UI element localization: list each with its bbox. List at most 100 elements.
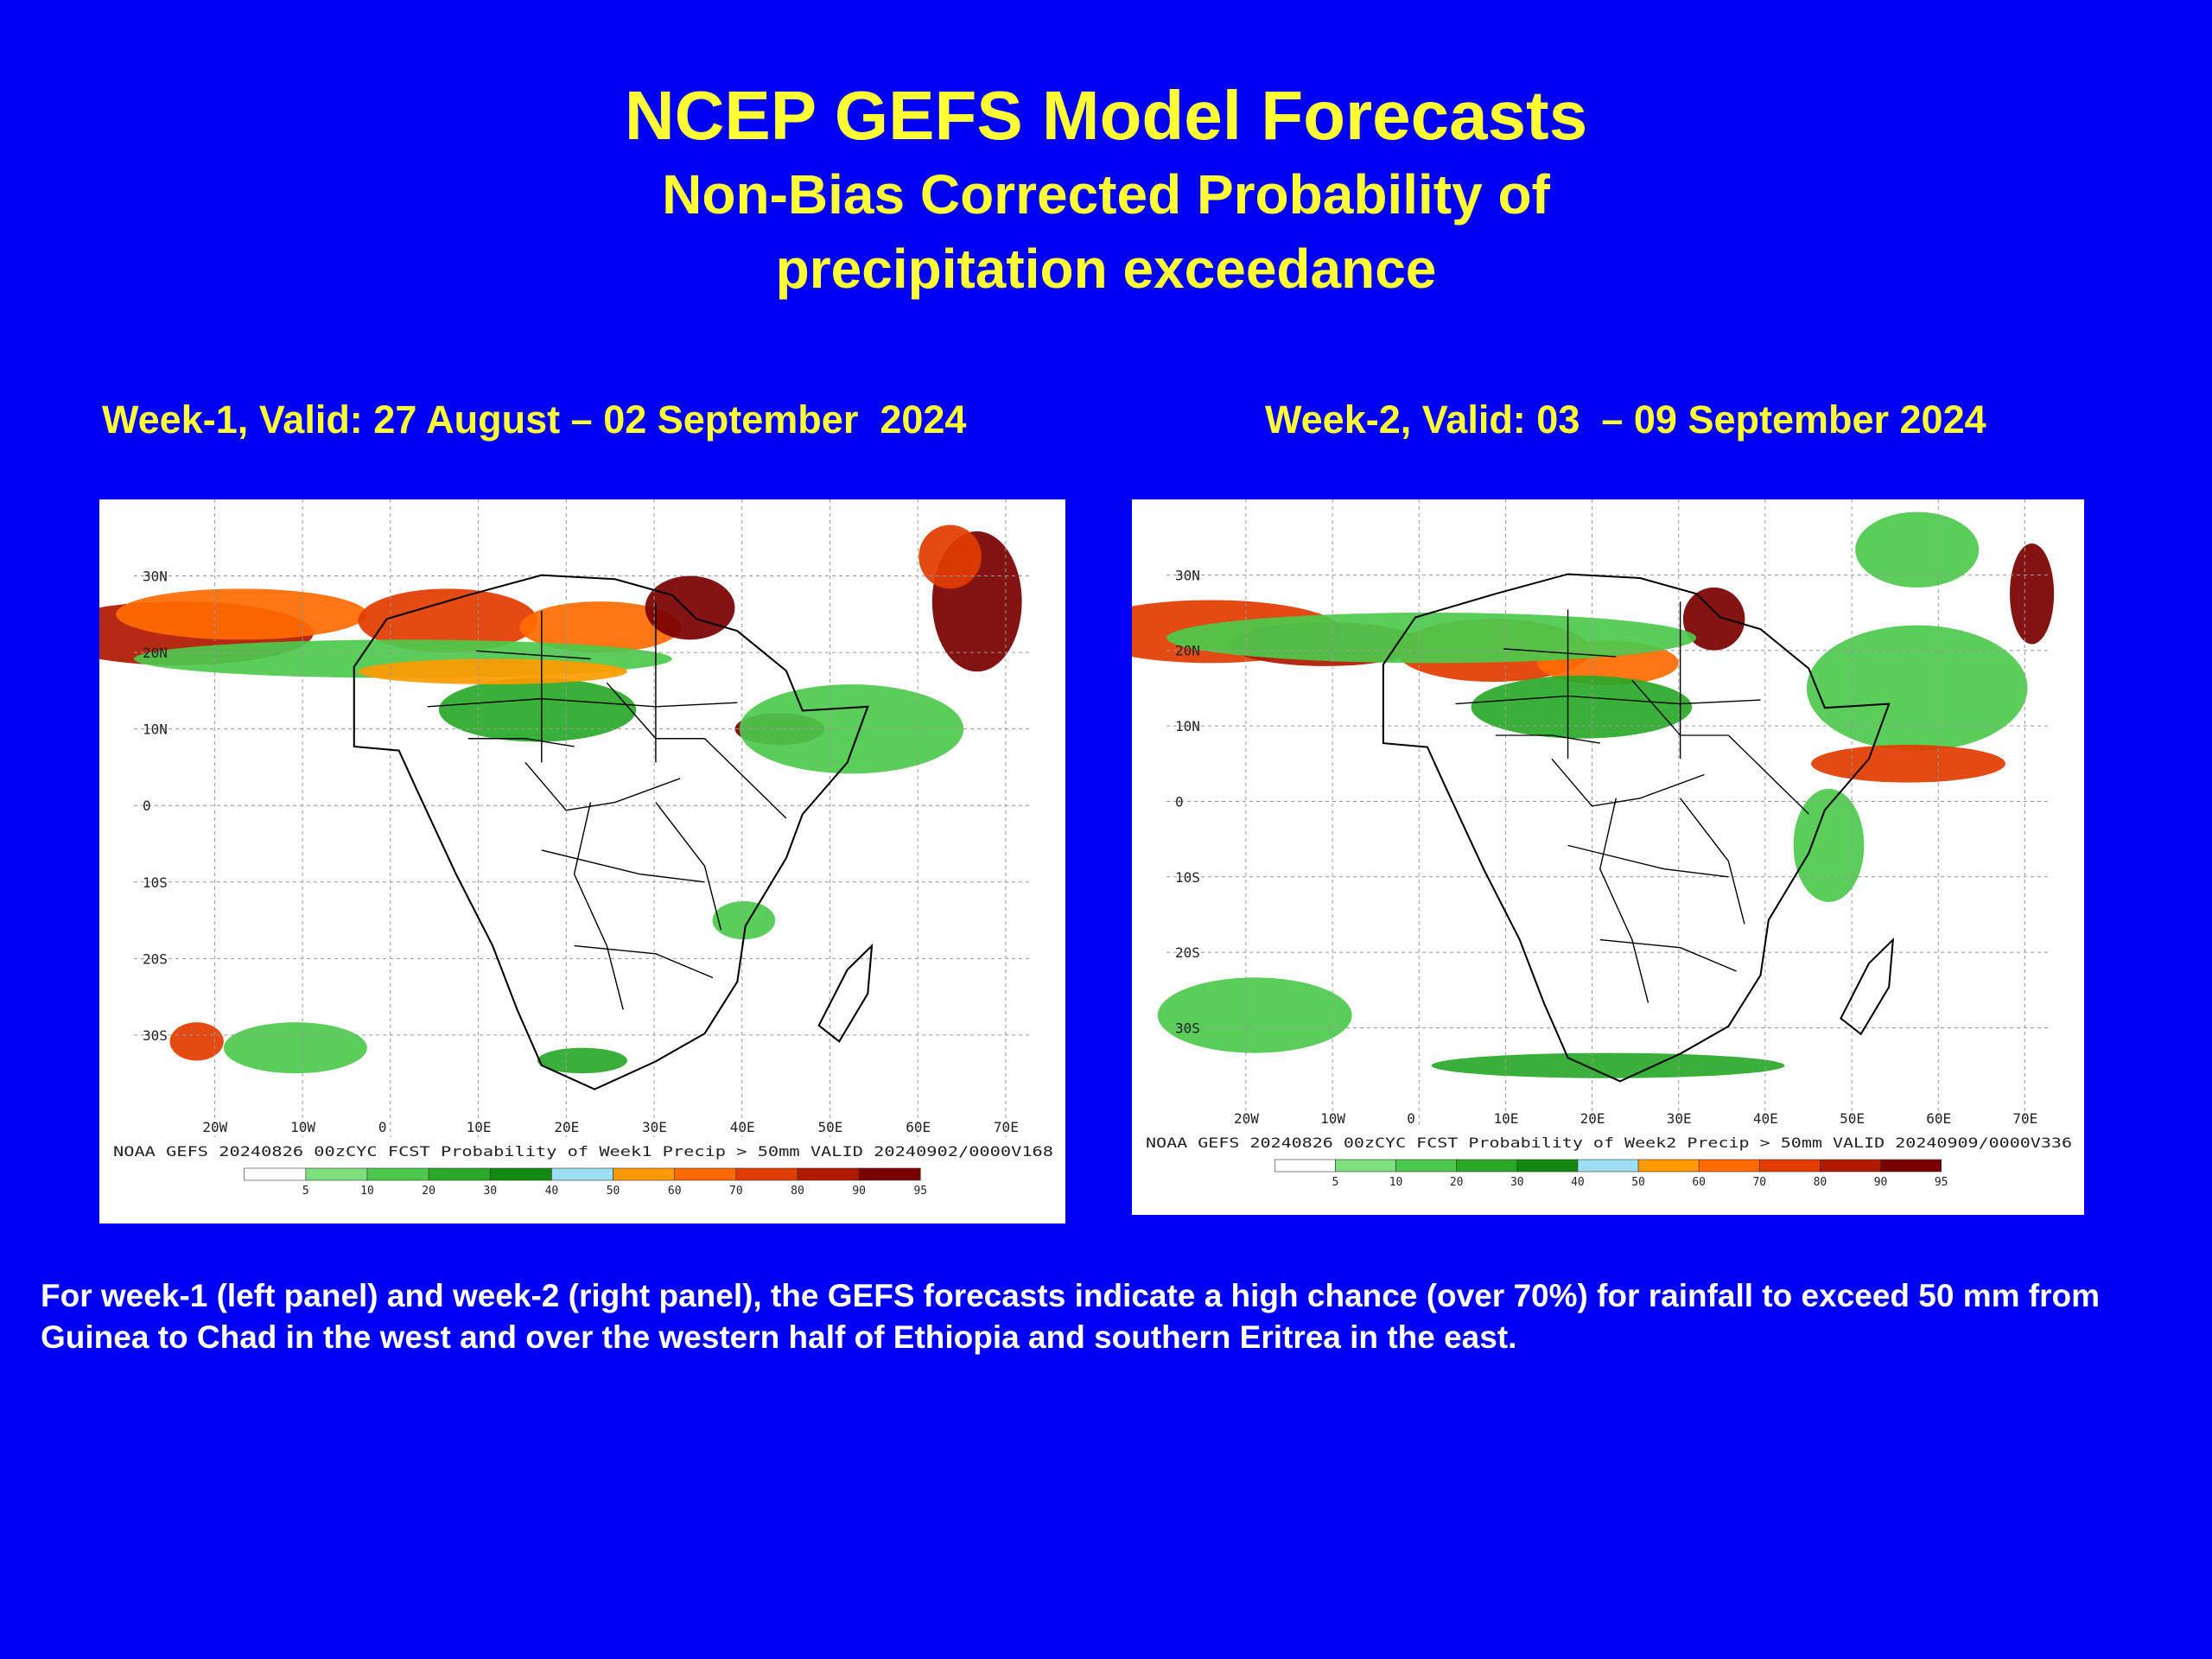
page-subtitle-line1: Non-Bias Corrected Probability of bbox=[662, 163, 1550, 226]
africa-outline bbox=[1382, 573, 1895, 1083]
graticule bbox=[134, 499, 1031, 1137]
lon-label: 10E bbox=[1493, 1110, 1518, 1127]
colorbar-swatch bbox=[1759, 1159, 1821, 1173]
week2-heading: Week-2, Valid: 03 – 09 September 2024 bbox=[1265, 397, 1986, 442]
colorbar-label: 90 bbox=[852, 1185, 866, 1198]
lon-label: 70E bbox=[2012, 1110, 2037, 1127]
colorbar-swatch bbox=[1880, 1159, 1942, 1173]
map-footer-text: NOAA GEFS 20240826 00zCYC FCST Probabili… bbox=[1146, 1135, 2072, 1151]
precip-blob-8 bbox=[1471, 675, 1693, 739]
lon-label: 20W bbox=[1234, 1110, 1259, 1127]
lat-label: 0 bbox=[1175, 793, 1184, 810]
colorbar-swatch bbox=[551, 1167, 613, 1181]
lat-label: 10N bbox=[143, 721, 168, 738]
colorbar-label: 60 bbox=[1692, 1176, 1706, 1189]
lon-label: 20W bbox=[202, 1119, 227, 1135]
colorbar-label: 80 bbox=[1814, 1176, 1827, 1189]
lon-label: 10W bbox=[290, 1119, 315, 1135]
colorbar-swatch bbox=[613, 1167, 676, 1181]
week1-map-panel: 30N 20N 10N 0 10S 20S 30S 20W 10W 0 10E 20E 30E 40E 50… bbox=[99, 499, 1065, 1224]
lat-label: 20N bbox=[1175, 643, 1200, 659]
colorbar-label: 20 bbox=[1450, 1176, 1464, 1189]
precip-blob-2 bbox=[358, 588, 538, 653]
colorbar-swatch bbox=[674, 1167, 737, 1181]
colorbar-swatch bbox=[1456, 1159, 1518, 1173]
precip-blob-3 bbox=[519, 601, 682, 653]
precip-probability-field bbox=[1132, 512, 2055, 1078]
page-subtitle-line2: precipitation exceedance bbox=[775, 238, 1437, 300]
colorbar-swatch bbox=[1637, 1159, 1700, 1173]
lat-label: 20N bbox=[143, 645, 168, 661]
lon-label: 20E bbox=[1580, 1110, 1605, 1127]
lat-label: 30S bbox=[1175, 1020, 1200, 1037]
week2-map-panel: 30N 20N 10N 0 10S 20S 30S 20W 10W 0 10E 20E 30E 40E 50… bbox=[1132, 499, 2084, 1215]
precip-blob-6 bbox=[1806, 625, 2028, 752]
precip-blob-7 bbox=[1811, 744, 2005, 783]
graticule bbox=[1166, 499, 2050, 1128]
lon-label: 40E bbox=[730, 1119, 755, 1135]
africa-outline bbox=[353, 574, 874, 1090]
colorbar-label: 40 bbox=[545, 1185, 559, 1198]
colorbar-swatch bbox=[244, 1167, 307, 1181]
precip-blob-8 bbox=[438, 677, 637, 742]
colorbar-label: 20 bbox=[422, 1185, 435, 1198]
precip-blob-11 bbox=[169, 1022, 224, 1061]
colorbar-swatch bbox=[1335, 1159, 1396, 1173]
precip-blob-12 bbox=[1431, 1052, 1785, 1078]
precip-blob-4 bbox=[1682, 587, 1745, 651]
colorbar-label: 10 bbox=[1389, 1176, 1403, 1189]
colorbar-label: 10 bbox=[360, 1185, 374, 1198]
lon-label: 50E bbox=[817, 1119, 842, 1135]
lon-label: 0 bbox=[378, 1119, 387, 1135]
lat-label: 30S bbox=[143, 1027, 168, 1044]
precip-blob-10 bbox=[739, 684, 964, 774]
precip-blob-1 bbox=[116, 588, 367, 640]
colorbar-label: 70 bbox=[729, 1185, 743, 1198]
lat-label: 10S bbox=[1175, 869, 1200, 886]
precip-blob-6 bbox=[918, 524, 982, 589]
precip-probability-field bbox=[99, 524, 1022, 1074]
colorbar-label: 50 bbox=[1631, 1176, 1645, 1189]
precip-blob-4 bbox=[645, 575, 735, 640]
colorbar-label: 80 bbox=[791, 1185, 804, 1198]
colorbar-swatch bbox=[489, 1167, 552, 1181]
colorbar-swatch bbox=[1577, 1159, 1639, 1173]
colorbar-label: 30 bbox=[483, 1185, 497, 1198]
precip-blob-15 bbox=[358, 658, 627, 685]
lat-label: 30N bbox=[143, 569, 168, 585]
colorbar-label: 95 bbox=[913, 1185, 927, 1198]
colorbar-label: 5 bbox=[1332, 1176, 1339, 1189]
colorbar-label: 60 bbox=[668, 1185, 682, 1198]
lon-label: 20E bbox=[554, 1119, 579, 1135]
week1-heading: Week-1, Valid: 27 August – 02 September … bbox=[102, 397, 967, 442]
lat-label: 30N bbox=[1175, 567, 1200, 583]
colorbar-swatch bbox=[735, 1167, 798, 1181]
colorbar-swatch bbox=[366, 1167, 429, 1181]
colorbar-label: 95 bbox=[1935, 1176, 1948, 1189]
precip-blob-12 bbox=[223, 1022, 367, 1074]
lon-label: 40E bbox=[1753, 1110, 1778, 1127]
precip-blob-11 bbox=[1157, 977, 1352, 1053]
colorbar-swatch bbox=[1395, 1159, 1457, 1173]
lon-label: 0 bbox=[1407, 1110, 1415, 1127]
colorbar-swatch bbox=[1516, 1159, 1579, 1173]
forecast-caption: For week-1 (left panel) and week-2 (righ… bbox=[41, 1278, 2101, 1355]
lon-label: 70E bbox=[994, 1119, 1019, 1135]
precip-blob-10 bbox=[1793, 788, 1865, 902]
colorbar-swatch bbox=[1698, 1159, 1760, 1173]
lat-label: 20S bbox=[1175, 944, 1200, 961]
lon-label: 30E bbox=[642, 1119, 667, 1135]
colorbar-swatch bbox=[797, 1167, 860, 1181]
colorbar-swatch bbox=[1274, 1159, 1336, 1173]
precip-blob-5 bbox=[2010, 543, 2055, 645]
lon-label: 10W bbox=[1320, 1110, 1345, 1127]
lat-label: 10S bbox=[143, 874, 168, 891]
page-title: NCEP GEFS Model Forecasts bbox=[624, 77, 1588, 154]
colorbar-swatch bbox=[428, 1167, 491, 1181]
map-footer-text: NOAA GEFS 20240826 00zCYC FCST Probabili… bbox=[113, 1143, 1053, 1160]
lat-label: 10N bbox=[1175, 718, 1200, 734]
precip-blob-13 bbox=[537, 1047, 627, 1074]
precip-blob-13 bbox=[1855, 512, 1980, 588]
colorbar-label: 50 bbox=[607, 1185, 620, 1198]
colorbar-swatch bbox=[1820, 1159, 1881, 1173]
